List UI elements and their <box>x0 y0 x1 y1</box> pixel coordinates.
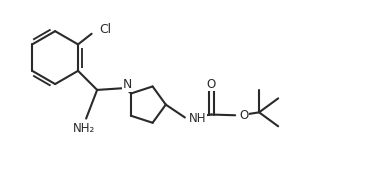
Text: N: N <box>122 78 132 91</box>
Text: NH: NH <box>188 112 206 125</box>
Text: NH₂: NH₂ <box>73 122 95 135</box>
Text: O: O <box>239 109 248 122</box>
Text: Cl: Cl <box>99 23 111 36</box>
Text: O: O <box>207 78 216 90</box>
